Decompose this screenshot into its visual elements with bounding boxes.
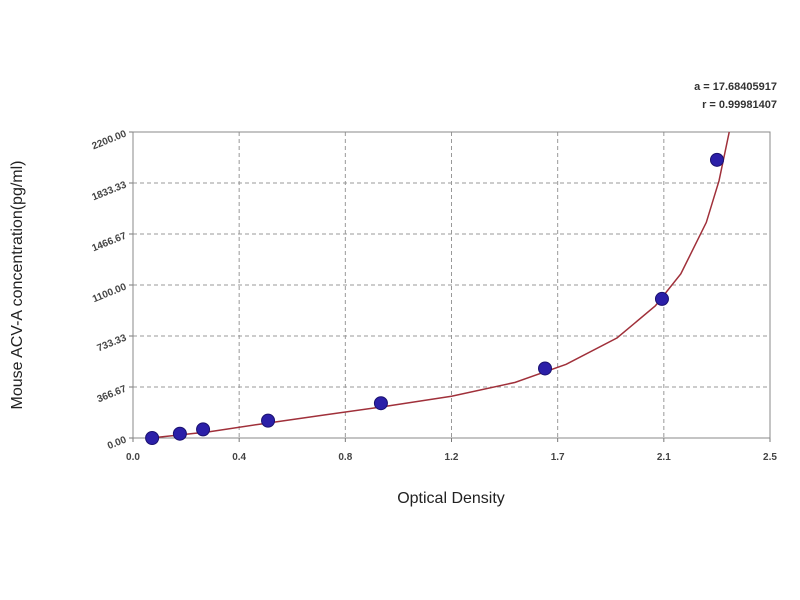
annotation: a = 17.68405917 — [694, 81, 777, 93]
y-axis-label: Mouse ACV-A concentration(pg/ml) — [9, 160, 26, 409]
annotation: r = 0.99981407 — [702, 99, 777, 111]
x-tick-label: 0.0 — [126, 452, 140, 463]
x-tick-label: 1.7 — [551, 452, 565, 463]
x-tick-label: 2.5 — [763, 452, 777, 463]
data-point — [261, 413, 276, 428]
data-point — [196, 422, 211, 437]
x-tick-label: 1.2 — [445, 452, 459, 463]
data-point — [145, 431, 160, 445]
x-tick-label: 2.1 — [657, 452, 671, 463]
data-point — [710, 152, 725, 167]
data-point — [538, 361, 553, 376]
data-point — [373, 396, 388, 411]
data-point — [654, 291, 669, 306]
x-axis-label: Optical Density — [397, 490, 505, 507]
plot-frame — [132, 131, 771, 439]
x-tick-label: 0.8 — [338, 452, 352, 463]
data-point — [172, 426, 187, 441]
x-tick-label: 0.4 — [232, 452, 246, 463]
